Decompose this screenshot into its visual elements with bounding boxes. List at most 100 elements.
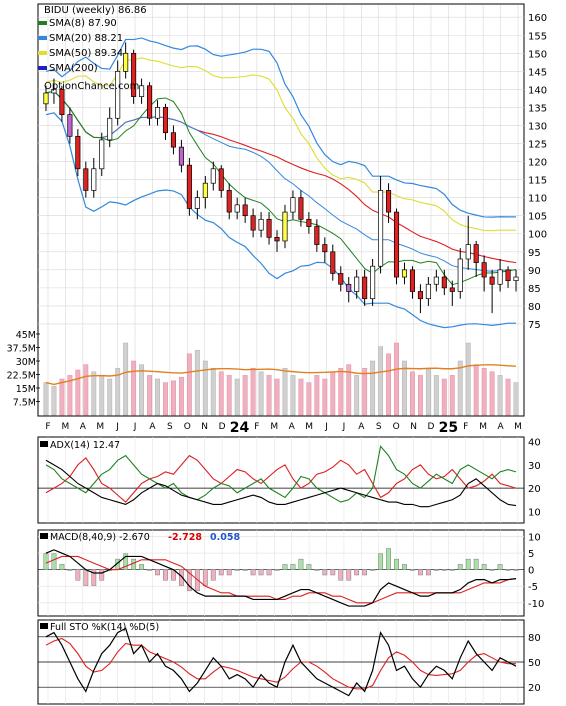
price-candle <box>393 211 400 278</box>
price-candle <box>75 135 81 170</box>
price-tick-label: 155 <box>528 31 547 42</box>
macd-histogram-bar <box>218 569 224 576</box>
macd-histogram-bar <box>258 569 264 576</box>
volume-bar <box>242 375 248 416</box>
price-candle <box>370 265 376 300</box>
svg-text:ADX(14) 12.47: ADX(14) 12.47 <box>50 440 120 451</box>
price-candle <box>147 85 153 119</box>
price-tick-label: 145 <box>528 67 547 78</box>
price-candle <box>425 283 431 300</box>
price-tick-label: 95 <box>528 248 541 259</box>
price-tick-label: 110 <box>528 194 547 205</box>
volume-bar <box>489 371 495 416</box>
bollinger-upper-line <box>45 37 517 218</box>
macd-histogram-bar <box>123 553 129 570</box>
adx-tick-label: 10 <box>528 507 541 518</box>
price-candle <box>194 197 200 209</box>
volume-bar <box>338 367 344 416</box>
x-tick-label: F <box>463 422 468 432</box>
price-tick-label: 120 <box>528 158 547 169</box>
macd-histogram-bar <box>131 558 137 570</box>
candle-layer <box>43 42 519 314</box>
macd-tick-label: -10 <box>528 599 544 610</box>
svg-text:MACD(8,40,9) -2.670: MACD(8,40,9) -2.670 <box>50 532 150 543</box>
macd-histogram-bar <box>306 564 312 570</box>
volume-bar <box>417 375 423 416</box>
sto-label: Full STO %K(14) %D(5) <box>40 622 159 633</box>
volume-bar <box>505 378 511 416</box>
legend-label: SMA(20) 88.21 <box>49 33 123 44</box>
macd-histogram-bar <box>51 553 57 570</box>
price-tick-label: 80 <box>528 302 541 313</box>
macd-histogram-bar <box>139 564 144 570</box>
adx-tick-label: 20 <box>528 484 541 495</box>
volume-bar <box>322 378 328 416</box>
x-tick-label: 25 <box>439 420 458 436</box>
volume-bar <box>346 364 352 416</box>
x-tick-label: N <box>410 422 417 432</box>
x-tick-label: A <box>498 422 505 432</box>
x-tick-label: J <box>342 422 346 432</box>
macd-histogram-bar <box>378 553 383 570</box>
price-candle <box>282 211 288 242</box>
volume-bar <box>43 382 49 416</box>
x-tick-label: O <box>184 422 191 432</box>
volume-bar <box>67 375 73 416</box>
price-candle <box>91 168 97 191</box>
price-candle <box>457 258 463 292</box>
macd-histogram-bar <box>330 569 336 576</box>
sma20-line <box>45 90 517 272</box>
legend-swatch <box>38 51 47 55</box>
macd-histogram-bar <box>489 569 495 571</box>
x-tick-label: M <box>270 422 278 432</box>
volume-tick-label: 7.5M <box>13 398 36 409</box>
macd-histogram-bar <box>155 569 160 576</box>
macd-label: MACD(8,40,9) -2.670 -2.728 0.058 <box>40 532 240 543</box>
price-candle <box>322 244 328 253</box>
sto-k-line <box>45 627 517 697</box>
price-candle <box>210 168 216 184</box>
price-candle <box>298 197 304 220</box>
chart-title: BIDU (weekly) 86.86 <box>44 5 147 16</box>
legend: SMA(8) 87.90 SMA(20) 88.21 SMA(50) 89.34 SM… <box>38 18 123 74</box>
price-candle <box>99 139 105 170</box>
volume-tick-label: 45M <box>16 330 36 341</box>
price-candle <box>107 117 113 141</box>
sma8-line <box>45 90 517 286</box>
volume-bar <box>186 353 192 416</box>
macd-hist-value: 0.058 <box>210 532 240 543</box>
price-candle <box>513 276 519 282</box>
volume-bar <box>218 371 224 416</box>
price-candle <box>242 204 248 217</box>
macd-histogram-bar <box>266 569 272 576</box>
price-candle <box>473 244 479 263</box>
volume-bar <box>473 364 479 416</box>
price-candle <box>417 291 423 300</box>
price-candle <box>330 251 336 274</box>
macd-histogram-bar <box>513 569 519 571</box>
price-candle <box>59 89 65 116</box>
volume-bar <box>378 346 384 416</box>
price-candle <box>401 269 408 278</box>
price-candle <box>306 218 312 227</box>
x-tick-label: A <box>149 422 156 432</box>
sto-tick-label: 50 <box>528 658 541 669</box>
x-tick-label: A <box>80 422 87 432</box>
volume-bar <box>290 375 296 416</box>
x-tick-label: M <box>96 422 104 432</box>
price-candle <box>170 132 176 148</box>
price-tick-label: 125 <box>528 140 547 151</box>
price-panel-frame <box>37 3 525 417</box>
macd-histogram-bar <box>67 569 73 571</box>
macd-histogram-bar <box>202 569 208 586</box>
price-candle <box>354 276 360 292</box>
volume-bar <box>282 367 288 416</box>
x-tick-label: M <box>514 422 522 432</box>
x-tick-label: M <box>62 422 70 432</box>
macd-tick-label: 0 <box>528 566 534 577</box>
adx-line <box>45 459 517 508</box>
volume-bar <box>107 378 113 416</box>
price-candle <box>266 218 272 238</box>
sto-tick-label: 20 <box>528 683 541 694</box>
